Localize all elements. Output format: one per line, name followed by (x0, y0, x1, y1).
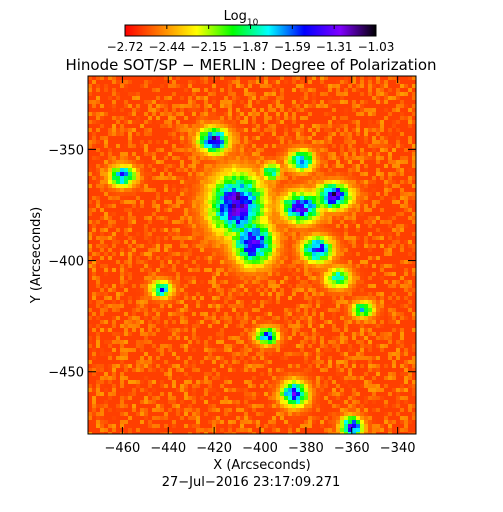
heatmap-image (88, 76, 416, 434)
y-axis-ticks: −350 −400 −450 (48, 143, 416, 381)
colorbar-tick-label: −2.44 (148, 40, 185, 54)
x-tick-label: −460 (105, 441, 141, 456)
colorbar-tick-label: −1.87 (232, 40, 269, 54)
colorbar-tick-label: −1.31 (316, 40, 353, 54)
colorbar-label-subscript: 10 (247, 18, 259, 28)
chart-title: Hinode SOT/SP − MERLIN : Degree of Polar… (65, 56, 436, 74)
observation-timestamp: 27−Jul−2016 23:17:09.271 (162, 475, 341, 490)
x-tick-label: −340 (380, 441, 416, 456)
colorbar-tick-label: −2.15 (190, 40, 227, 54)
colorbar-tick-label: −2.72 (107, 40, 144, 54)
colorbar-ticks: −2.72 −2.44 −2.15 −1.87 −1.59 −1.31 −1.03 (107, 25, 395, 54)
y-tick-label: −400 (48, 255, 84, 270)
colorbar-label: Log10 (224, 9, 259, 28)
y-axis-label: Y (Arcseconds) (29, 207, 44, 304)
x-tick-label: −360 (334, 441, 370, 456)
x-tick-label: −400 (242, 441, 278, 456)
colorbar-tick-label: −1.03 (358, 40, 395, 54)
colorbar-tick-label: −1.59 (274, 40, 311, 54)
colorbar-label-main: Log (224, 9, 247, 24)
x-axis-ticks: −460 −440 −420 −400 −380 −360 −340 (105, 76, 416, 456)
x-tick-label: −380 (288, 441, 324, 456)
x-axis-label: X (Arcseconds) (213, 458, 310, 473)
x-tick-label: −440 (150, 441, 186, 456)
y-tick-label: −350 (48, 143, 84, 158)
x-tick-label: −420 (196, 441, 232, 456)
plot-frame (87, 75, 417, 435)
y-tick-label: −450 (48, 366, 84, 381)
